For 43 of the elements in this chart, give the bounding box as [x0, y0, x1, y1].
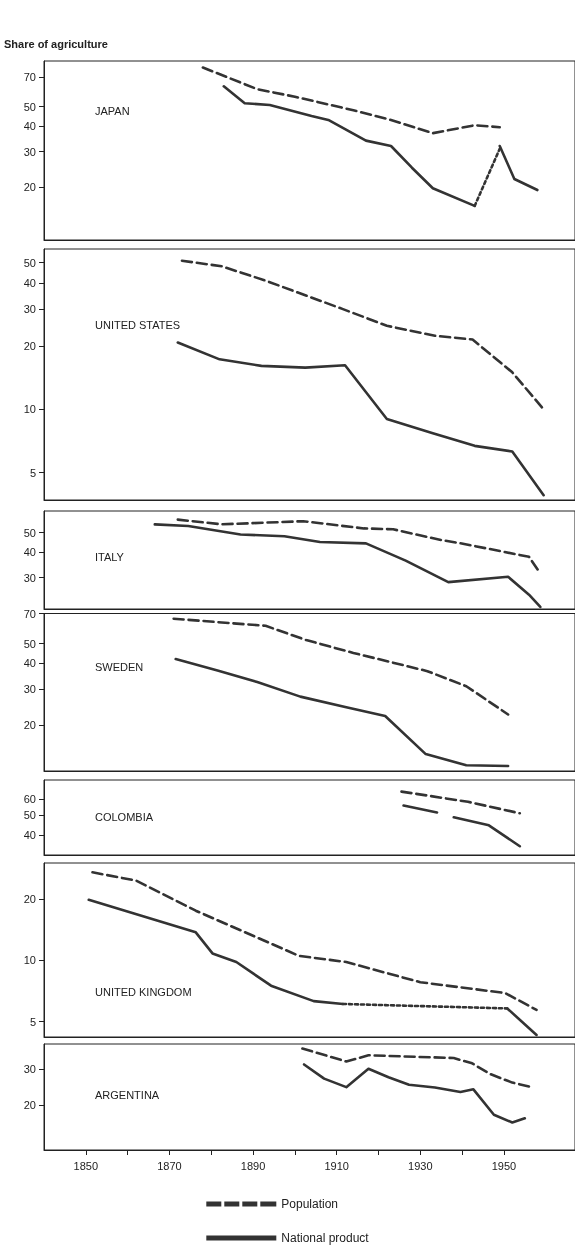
y-tick-label: 5: [29, 1015, 36, 1028]
y-tick-label: 20: [23, 181, 36, 194]
y-tick-label: 50: [23, 526, 36, 539]
text: UNITED KINGDOM: [95, 985, 192, 998]
x-tick-label: 1910: [324, 1159, 349, 1172]
y-tick-label: 50: [23, 809, 36, 822]
y-tick-label: 30: [23, 145, 36, 158]
y-tick-label: 50: [23, 256, 36, 269]
y-tick-label: 40: [23, 657, 36, 670]
text: ITALY: [95, 550, 125, 563]
y-tick-label: 10: [23, 403, 36, 416]
y-tick-label: 10: [23, 954, 36, 967]
x-tick-label: 1950: [491, 1159, 517, 1172]
y-axis-title: Share of agriculture: [4, 37, 108, 50]
y-tick-label: 5: [29, 466, 36, 479]
y-tick-label: 50: [23, 100, 36, 113]
x-tick-label: 1890: [240, 1159, 266, 1172]
y-tick-label: 60: [23, 792, 36, 805]
y-tick-label: 70: [23, 71, 36, 84]
y-tick-label: 30: [23, 1063, 36, 1076]
y-tick-label: 40: [23, 546, 36, 559]
y-tick-label: 30: [23, 303, 36, 316]
y-tick-label: 40: [23, 120, 36, 133]
text: COLOMBIA: [95, 810, 154, 823]
y-tick-label: 30: [23, 683, 36, 696]
y-tick-label: 40: [23, 276, 36, 289]
y-tick-label: 70: [23, 607, 36, 620]
y-tick-label: 40: [23, 829, 36, 842]
y-tick-label: 20: [23, 892, 36, 905]
x-tick-label: 1850: [73, 1159, 99, 1172]
x-tick-label: 1870: [157, 1159, 182, 1172]
text: JAPAN: [95, 104, 130, 117]
text: SWEDEN: [95, 661, 144, 674]
y-tick-label: 30: [23, 571, 36, 584]
y-tick-label: 20: [23, 340, 36, 353]
text: ARGENTINA: [95, 1088, 160, 1101]
y-tick-label: 20: [23, 719, 36, 732]
legend-label: Population: [281, 1197, 339, 1211]
text: UNITED STATES: [95, 318, 181, 331]
x-tick-label: 1930: [408, 1159, 433, 1172]
y-tick-label: 20: [23, 1099, 36, 1112]
legend-label: National product: [281, 1231, 370, 1245]
y-tick-label: 50: [23, 637, 36, 650]
